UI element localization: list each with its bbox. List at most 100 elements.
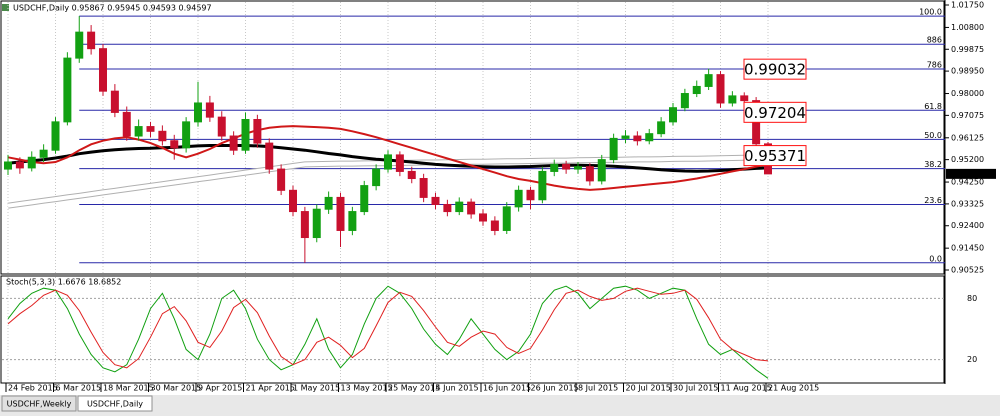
candle-body (692, 85, 701, 95)
candle-body (265, 142, 274, 170)
price-label: 0.97204 (744, 104, 806, 122)
candle-body (253, 118, 262, 144)
candle-body (134, 126, 143, 137)
fib-label: 0.0 (929, 254, 942, 263)
x-tick-label: 1 May 2015 (293, 384, 340, 393)
candle-body (241, 118, 250, 151)
candle-body (277, 168, 286, 191)
candle-body (467, 201, 476, 215)
candle-body (740, 95, 749, 102)
x-tick-label: 21 Aug 2015 (768, 384, 819, 393)
x-tick-label: 4 Jun 2015 (436, 384, 479, 393)
y-tick-label: 0.97075 (951, 111, 984, 120)
stochastic-line (7, 285, 769, 379)
candle-body (490, 220, 499, 231)
chart-title: USDCHF,Daily 0.95867 0.95945 0.94593 0.9… (13, 4, 212, 13)
price-label: 0.95371 (744, 147, 806, 165)
main-pane (0, 0, 945, 275)
candle-body (336, 196, 345, 231)
candle-body (384, 154, 392, 170)
candle-body (728, 95, 737, 104)
candle-body (87, 31, 96, 50)
x-tick-label: 30 Jul 2015 (673, 384, 718, 393)
indicator-tick-label: 80 (967, 294, 977, 303)
stochastic-line (7, 287, 769, 369)
fib-label: 886 (927, 36, 942, 45)
tab[interactable] (1, 395, 77, 412)
candle-body (562, 163, 571, 170)
candle-body (205, 102, 214, 118)
candle-body (407, 170, 416, 180)
candle-body (289, 189, 297, 213)
indicator-tick-label: 20 (967, 355, 977, 364)
price-label: 0.99032 (744, 61, 806, 79)
tab-label[interactable]: USDCHF,Weekly (7, 400, 72, 409)
current-price-tag (946, 168, 996, 179)
candle-body (110, 90, 119, 113)
candle-body (51, 121, 60, 151)
candle-body (75, 31, 84, 59)
candle-body (502, 206, 511, 231)
y-tick-label: 0.96125 (951, 133, 984, 142)
candle-body (704, 74, 713, 87)
x-tick-label: 8 Jul 2015 (578, 384, 618, 393)
candle-body (312, 208, 321, 239)
candle-body (716, 74, 725, 104)
candle-body (217, 116, 226, 137)
candle-body (597, 159, 606, 182)
candle-body (680, 93, 689, 109)
fib-label: 100.0 (919, 8, 942, 17)
x-tick-label: 6 Mar 2015 (56, 384, 102, 393)
candle-body (514, 189, 523, 208)
x-tick-label: 25 May 2015 (388, 384, 440, 393)
indicator-pane (0, 275, 945, 384)
candle-body (621, 135, 630, 139)
y-tick-label: 1.01750 (951, 1, 984, 10)
tab[interactable] (77, 395, 153, 412)
candle-body (170, 140, 179, 149)
current-price-label: 0.94597 (948, 169, 981, 178)
x-tick-label: 18 Mar 2015 (103, 384, 154, 393)
candle-body (550, 163, 559, 172)
candle-body (4, 161, 12, 170)
candle-body (324, 196, 333, 210)
fib-label: 61.8 (924, 102, 942, 111)
x-tick-label: 26 Jun 2015 (531, 384, 579, 393)
candle-body (99, 48, 107, 92)
x-tick-label: 11 Aug 2015 (721, 384, 772, 393)
y-tick-label: 0.94250 (951, 178, 984, 187)
moving-average (7, 125, 769, 191)
chart-icon (2, 4, 9, 11)
candle-body (372, 168, 381, 187)
x-tick-label: 30 Mar 2015 (151, 384, 202, 393)
y-tick-label: 0.93325 (951, 199, 984, 208)
y-tick-label: 0.95200 (951, 155, 984, 164)
candle-body (182, 121, 191, 149)
candle-body (645, 133, 654, 142)
candle-body (455, 201, 464, 213)
candle-body (348, 211, 357, 231)
y-tick-label: 1.00800 (951, 23, 984, 32)
candle-body (431, 196, 440, 205)
y-tick-label: 0.99875 (951, 45, 984, 54)
candle-body (194, 102, 202, 123)
y-tick-label: 0.91450 (951, 244, 984, 253)
candle-body (669, 107, 677, 123)
candle-body (479, 213, 487, 222)
candle-body (443, 203, 452, 213)
candle-body (657, 121, 666, 135)
y-tick-label: 0.98000 (951, 89, 984, 98)
candle-body (229, 135, 238, 151)
y-tick-label: 0.90525 (951, 266, 984, 275)
x-tick-label: 13 May 2015 (341, 384, 393, 393)
candle-body (27, 156, 36, 169)
tab-label[interactable]: USDCHF,Daily (87, 400, 143, 409)
x-tick-label: 21 Apr 2015 (246, 384, 295, 393)
x-tick-label: 24 Feb 2015 (8, 384, 58, 393)
y-tick-label: 0.92400 (951, 221, 984, 230)
tab-bar (0, 395, 1000, 416)
candle-body (122, 111, 131, 137)
candle-body (526, 189, 535, 201)
fib-label: 50.0 (924, 131, 942, 140)
price-label-box (743, 101, 807, 123)
